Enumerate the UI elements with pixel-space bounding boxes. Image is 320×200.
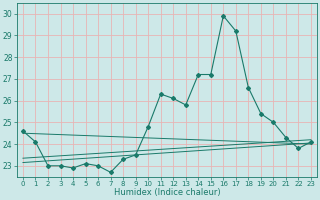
X-axis label: Humidex (Indice chaleur): Humidex (Indice chaleur) <box>114 188 220 197</box>
